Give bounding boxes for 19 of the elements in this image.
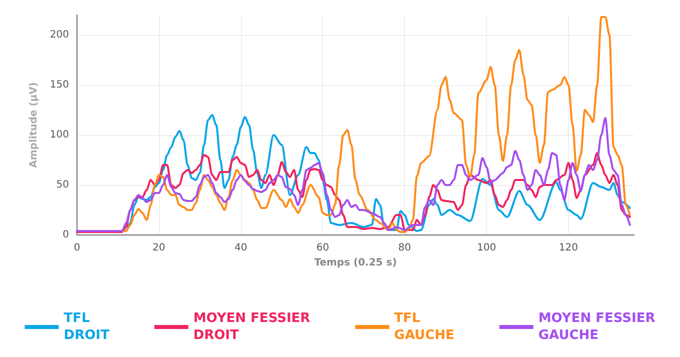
- x-tick-label: 120: [558, 242, 578, 254]
- legend-label: MOYEN FESSIER GAUCHE: [538, 311, 656, 343]
- x-tick-label: 100: [477, 242, 496, 254]
- x-axis-title: Temps (0.25 s): [314, 257, 397, 268]
- x-tick-label: 0: [74, 242, 80, 254]
- y-tick-label: 200: [50, 30, 69, 40]
- y-tick-label: 0: [62, 230, 69, 240]
- y-axis-title: Amplitude (µV): [28, 82, 40, 168]
- x-tick-label: 40: [234, 242, 248, 254]
- y-tick-label: 100: [50, 130, 69, 140]
- y-tick-label: 50: [56, 180, 69, 190]
- line-series: [76, 152, 631, 233]
- x-tick-label: 60: [316, 242, 330, 254]
- y-tick-label: 150: [50, 80, 69, 90]
- legend-label: MOYEN FESSIER DROIT: [193, 311, 310, 343]
- legend-label: TFL GAUCHE: [394, 311, 454, 343]
- legend-label: TFL DROIT: [64, 311, 110, 343]
- x-tick-label: 20: [152, 242, 166, 254]
- x-tick-label: 80: [398, 242, 412, 254]
